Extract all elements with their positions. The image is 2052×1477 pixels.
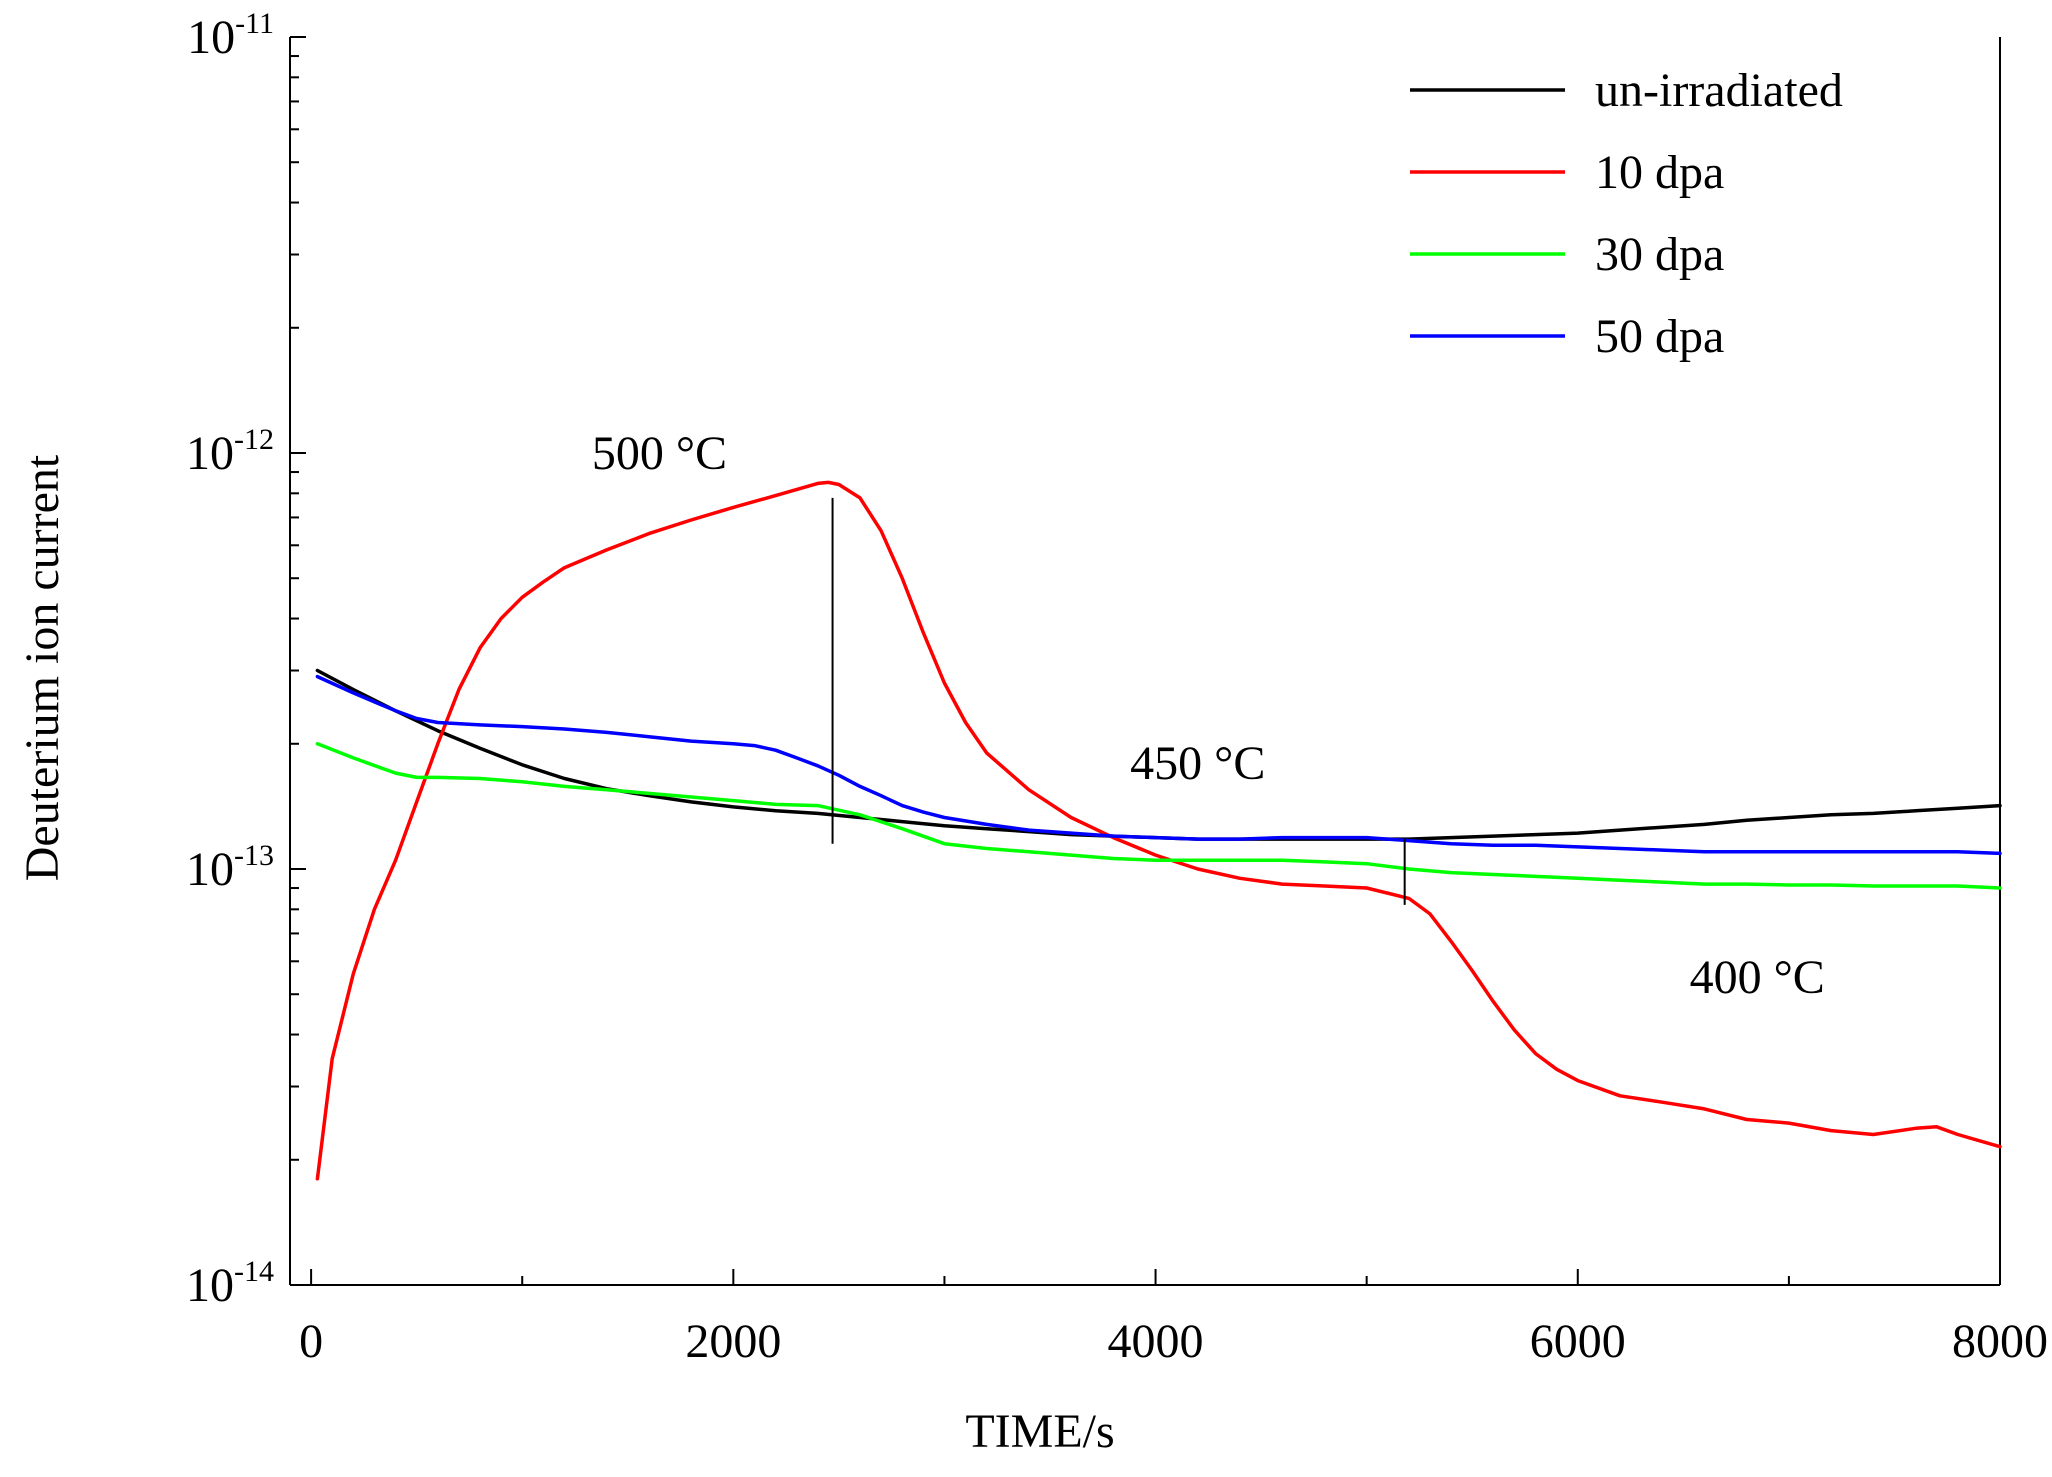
x-tick-label: 0 bbox=[299, 1315, 323, 1368]
series-line-30-dpa bbox=[315, 742, 2002, 890]
y-tick-label: 10-12 bbox=[186, 423, 274, 480]
x-tick-label: 4000 bbox=[1108, 1315, 1204, 1368]
marker-lines bbox=[831, 497, 1406, 905]
legend-label: 50 dpa bbox=[1595, 310, 1724, 363]
plot-series bbox=[315, 480, 2002, 1181]
legend: un-irradiated 10 dpa 30 dpa 50 dpa bbox=[1410, 64, 1843, 363]
x-tick-label: 2000 bbox=[685, 1315, 781, 1368]
temperature-annotation: 400 °C bbox=[1690, 951, 1825, 1004]
y-axis-title: Deuterium ion current bbox=[16, 454, 69, 881]
temperature-annotation: 500 °C bbox=[592, 427, 727, 480]
y-tick-label: 10-13 bbox=[186, 839, 274, 896]
series-line-10-dpa bbox=[315, 480, 2002, 1181]
x-tick-label: 6000 bbox=[1530, 1315, 1626, 1368]
legend-label: 30 dpa bbox=[1595, 228, 1724, 281]
legend-label: un-irradiated bbox=[1595, 64, 1843, 117]
legend-label: 10 dpa bbox=[1595, 146, 1724, 199]
y-tick-label: 10-14 bbox=[186, 1255, 274, 1312]
axes: 0 2000 4000 6000 8000 10-11 10-12 10-13 10-14 bbox=[186, 7, 2048, 1368]
x-tick-label: 8000 bbox=[1952, 1315, 2048, 1368]
series-line-50-dpa bbox=[315, 674, 2002, 856]
x-axis-title: TIME/s bbox=[965, 1405, 1114, 1458]
annotations: 500 °C 450 °C 400 °C bbox=[592, 427, 1825, 1004]
y-tick-label: 10-11 bbox=[187, 7, 274, 64]
temperature-annotation: 450 °C bbox=[1130, 737, 1265, 790]
